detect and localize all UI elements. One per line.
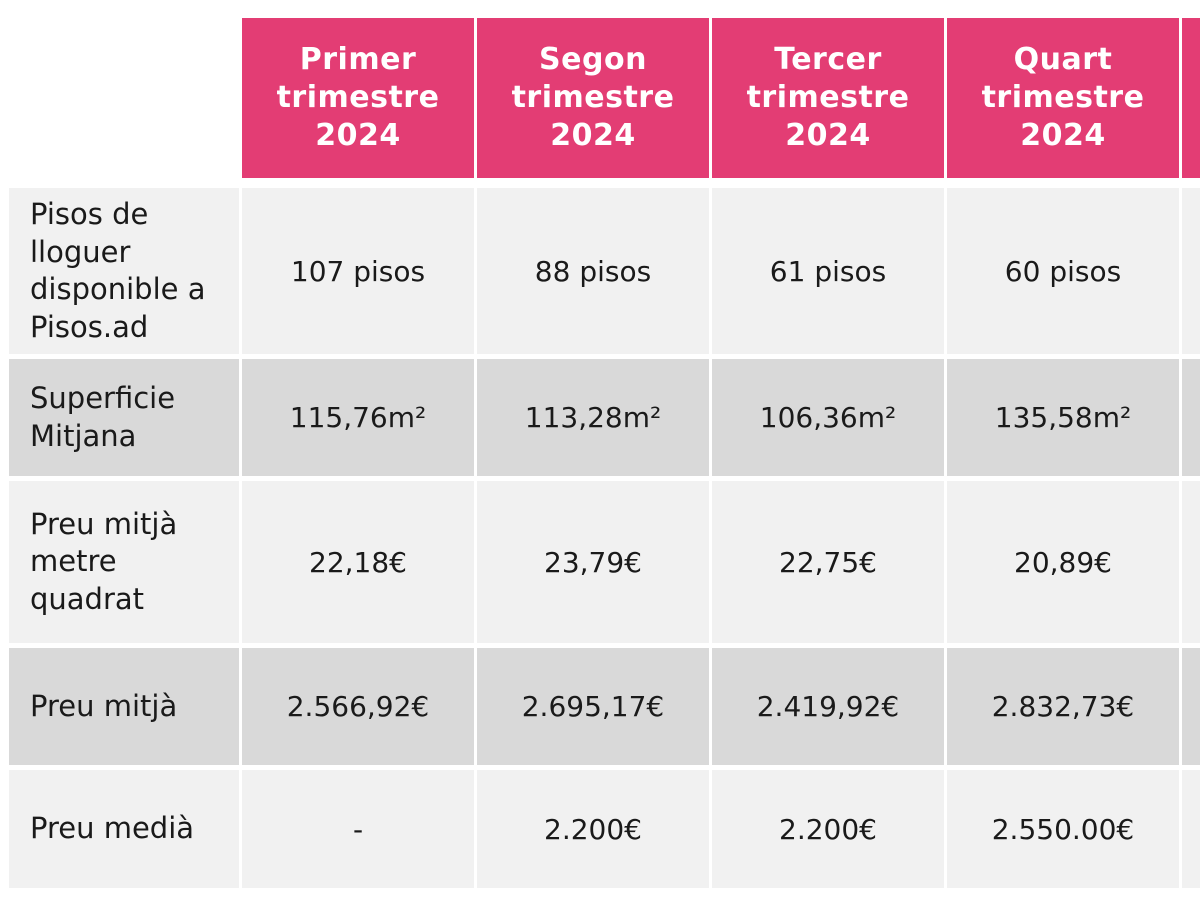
table-cell-partial [1182,359,1200,476]
row-label-average-price: Preu mitjà [9,648,239,765]
table-cell: 107 pisos [242,188,474,354]
row-label-median-price: Preu medià [9,770,239,888]
column-header-q1: Primer trimestre 2024 [242,18,474,178]
row-label-listings: Pisos de lloguer disponible a Pisos.ad [9,188,239,354]
column-header-partial [1182,18,1200,178]
table-cell-partial [1182,188,1200,354]
row-label-price-per-m2: Preu mitjà metre quadrat [9,481,239,643]
table-cell: 113,28m² [477,359,709,476]
table-cell: 115,76m² [242,359,474,476]
table-cell: 2.200€ [477,770,709,888]
table-cell: 2.832,73€ [947,648,1179,765]
row-label-surface: Superficie Mitjana [9,359,239,476]
table-cell: 2.419,92€ [712,648,944,765]
table-cell: 2.550.00€ [947,770,1179,888]
column-header-q4: Quart trimestre 2024 [947,18,1179,178]
table-cell-partial [1182,770,1200,888]
table-cell: 2.200€ [712,770,944,888]
table-cell: 106,36m² [712,359,944,476]
table-cell-partial [1182,481,1200,643]
table-cell: 61 pisos [712,188,944,354]
table-cell: 60 pisos [947,188,1179,354]
table-cell: 22,75€ [712,481,944,643]
table-cell: 23,79€ [477,481,709,643]
table-cell: - [242,770,474,888]
table-cell: 22,18€ [242,481,474,643]
table-cell: 20,89€ [947,481,1179,643]
table-cell-partial [1182,648,1200,765]
table-cell: 2.566,92€ [242,648,474,765]
column-header-q2: Segon trimestre 2024 [477,18,709,178]
table-cell: 135,58m² [947,359,1179,476]
table-cell: 88 pisos [477,188,709,354]
column-header-q3: Tercer trimestre 2024 [712,18,944,178]
table-cell: 2.695,17€ [477,648,709,765]
